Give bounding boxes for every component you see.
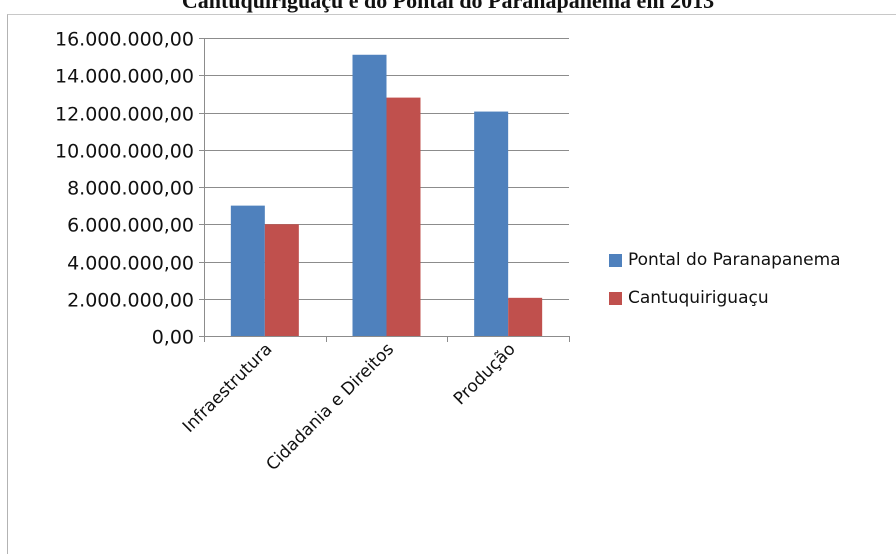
legend-item-1: Cantuquiriguaçu: [609, 286, 841, 310]
legend: Pontal do Paranapanema Cantuquiriguaçu: [609, 248, 841, 324]
y-tick-label: 0,00: [152, 327, 194, 349]
legend-swatch-1: [609, 291, 622, 305]
legend-item-0: Pontal do Paranapanema: [609, 248, 841, 272]
legend-label-1: Cantuquiriguaçu: [628, 288, 769, 308]
bar-1-2: [508, 297, 543, 336]
y-tick-label: 16.000.000,00: [55, 29, 194, 51]
bar-1-0: [264, 224, 299, 336]
y-tick-label: 4.000.000,00: [67, 253, 194, 275]
y-tick-label: 6.000.000,00: [67, 215, 194, 237]
bar-0-0: [230, 205, 265, 336]
chart-title: Cantuquiriguaçu e do Pontal do Paranapan…: [181, 0, 715, 13]
y-tick-label: 8.000.000,00: [67, 178, 194, 200]
y-tick-label: 14.000.000,00: [55, 66, 194, 88]
legend-label-0: Pontal do Paranapanema: [628, 250, 841, 270]
bar-1-1: [386, 97, 421, 336]
category-label-1: Cidadania e Direitos: [262, 339, 398, 475]
y-tick-labels: 0,00 2.000.000,00 4.000.000,00 6.000.000,00…: [55, 29, 194, 349]
y-tick-label: 10.000.000,00: [55, 141, 194, 163]
chart-frame: [7, 14, 896, 554]
category-label-0: Infraestrutura: [179, 339, 276, 436]
bar-0-1: [352, 54, 387, 336]
legend-swatch-0: [609, 253, 622, 267]
category-label-2: Produção: [450, 339, 520, 409]
y-tick-label: 12.000.000,00: [55, 104, 194, 126]
bars: [230, 54, 543, 336]
bar-0-2: [474, 111, 509, 336]
y-tick-label: 2.000.000,00: [67, 290, 194, 312]
axes: [199, 38, 570, 342]
title-clip: Cantuquiriguaçu e do Pontal do Paranapan…: [0, 0, 896, 14]
